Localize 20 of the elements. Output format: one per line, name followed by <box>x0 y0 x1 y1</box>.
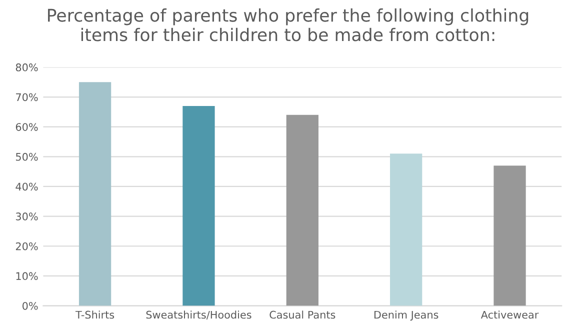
y-tick-label: 70% <box>16 93 38 102</box>
y-tick-label: 60% <box>16 123 38 131</box>
y-tick-label: 40% <box>16 182 38 191</box>
bar <box>390 154 422 306</box>
bar <box>494 166 526 306</box>
bar <box>78 82 112 306</box>
chart-title: Percentage of parents who prefer the following clothing items for their children to be made from cotton: <box>48 8 528 42</box>
y-tick-label: 10% <box>16 272 38 280</box>
bar <box>182 106 215 306</box>
y-tick-label: 80% <box>16 63 38 72</box>
x-tick-label: Activewear <box>480 310 539 319</box>
y-tick-label: 0% <box>22 302 38 310</box>
x-tick-label: T-Shirts <box>75 310 114 319</box>
x-tick-label: Denim Jeans <box>374 310 438 321</box>
x-tick-label: Sweatshirts/Hoodies <box>146 310 252 320</box>
y-tick-label: 30% <box>16 212 38 220</box>
x-tick-label: Casual Pants <box>270 310 336 319</box>
bar <box>286 114 318 306</box>
y-tick-label: 20% <box>16 242 38 250</box>
y-tick-label: 50% <box>16 152 38 161</box>
